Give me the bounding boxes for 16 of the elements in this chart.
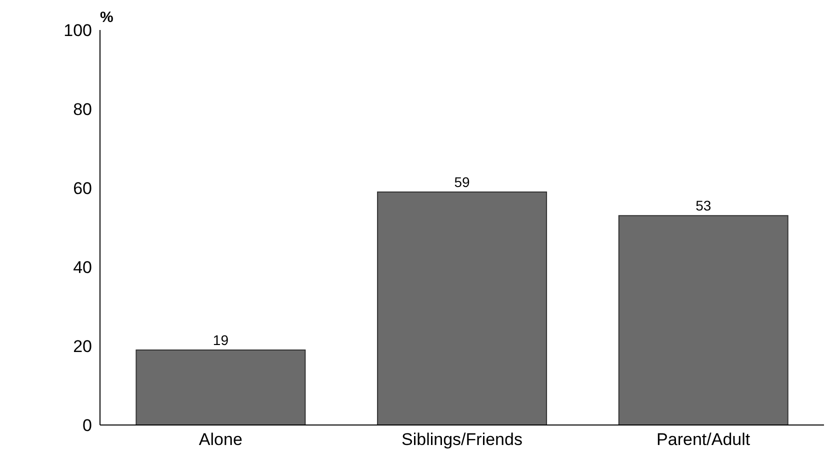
bar <box>618 215 788 425</box>
bar <box>377 191 548 425</box>
data-label: 59 <box>454 174 470 190</box>
y-axis-title: % <box>100 9 114 26</box>
y-tick-label: 40 <box>73 258 92 278</box>
data-label: 53 <box>696 198 712 214</box>
x-tick-label: Parent/Adult <box>656 430 750 450</box>
y-tick-label: 60 <box>73 179 92 198</box>
x-tick-label: Siblings/Friends <box>402 430 522 450</box>
y-tick-label: 0 <box>82 416 92 436</box>
x-tick-label: Alone <box>198 430 242 450</box>
y-tick-label: 80 <box>73 100 92 120</box>
y-tick-label: 20 <box>73 337 92 356</box>
y-tick-label: 100 <box>64 21 92 40</box>
data-label: 19 <box>212 332 229 348</box>
bar <box>136 349 306 425</box>
